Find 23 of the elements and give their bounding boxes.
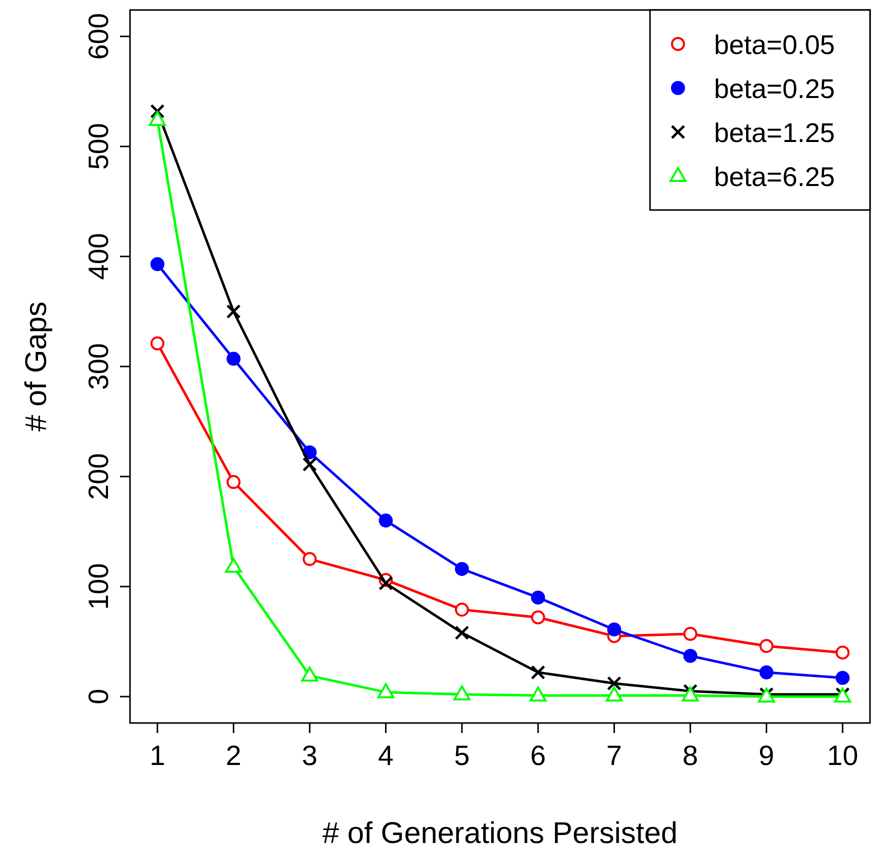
y-tick-label: 0	[83, 688, 114, 704]
x-tick-label: 6	[530, 740, 546, 771]
x-tick-label: 10	[827, 740, 858, 771]
x-tick-label: 3	[302, 740, 318, 771]
y-tick-label: 400	[83, 233, 114, 280]
legend-label: beta=1.25	[714, 118, 835, 148]
legend-label: beta=0.05	[714, 30, 835, 60]
y-tick-label: 200	[83, 453, 114, 500]
y-tick-label: 300	[83, 343, 114, 390]
y-tick-label: 600	[83, 13, 114, 60]
y-axis-title: # of Gaps	[20, 301, 53, 432]
legend-label: beta=6.25	[714, 162, 835, 192]
legend-label: beta=0.25	[714, 74, 835, 104]
x-tick-label: 2	[226, 740, 242, 771]
y-tick-label: 500	[83, 123, 114, 170]
y-tick-label: 100	[83, 563, 114, 610]
x-tick-label: 7	[606, 740, 622, 771]
x-tick-label: 4	[378, 740, 394, 771]
x-axis-title: # of Generations Persisted	[322, 817, 678, 850]
x-tick-label: 1	[150, 740, 166, 771]
x-tick-label: 9	[758, 740, 774, 771]
x-tick-label: 8	[682, 740, 698, 771]
x-tick-label: 5	[454, 740, 470, 771]
